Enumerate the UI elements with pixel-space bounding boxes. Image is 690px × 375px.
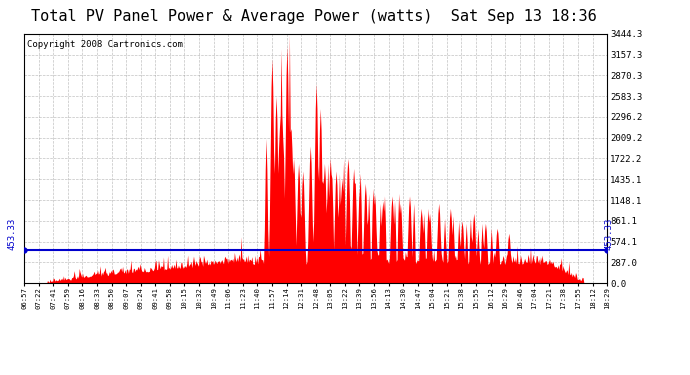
- Text: 453.33: 453.33: [8, 218, 17, 250]
- Text: 453.33: 453.33: [604, 218, 613, 250]
- Text: Copyright 2008 Cartronics.com: Copyright 2008 Cartronics.com: [27, 40, 183, 49]
- Text: Total PV Panel Power & Average Power (watts)  Sat Sep 13 18:36: Total PV Panel Power & Average Power (wa…: [31, 9, 597, 24]
